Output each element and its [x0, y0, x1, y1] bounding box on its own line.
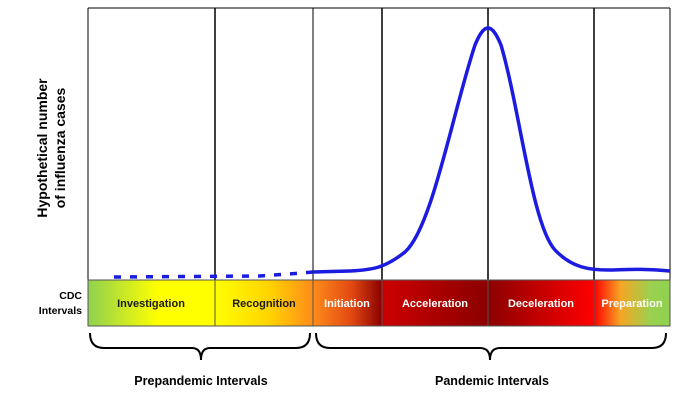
interval-label-initiation: Initiation	[324, 298, 370, 310]
prepandemic-group-label: Prepandemic Intervals	[134, 374, 267, 388]
interval-label-acceleration: Acceleration	[402, 298, 468, 310]
interval-bar-initiation	[313, 280, 382, 326]
prepandemic-brace	[89, 332, 311, 361]
interval-bar-outline	[87, 279, 671, 327]
interval-bar-recognition	[215, 280, 313, 326]
prepandemic-dashed-curve	[113, 270, 314, 279]
cdc-interval-bar	[87, 279, 671, 327]
pandemic-group-label: Pandemic Intervals	[435, 374, 549, 388]
pandemic-brace	[315, 332, 667, 361]
interval-bar-acceleration	[382, 280, 488, 326]
interval-label-deceleration: Deceleration	[508, 298, 574, 310]
interval-label-recognition: Recognition	[232, 298, 296, 310]
y-axis-label-line1: Hypothetical number	[34, 78, 50, 218]
cdc-label-line2: Intervals	[39, 305, 82, 317]
interval-bar-investigation	[88, 280, 215, 326]
interval-label-preparation: Preparation	[601, 298, 662, 310]
interval-label-investigation: Investigation	[117, 298, 185, 310]
y-axis-label-line2: of influenza cases	[52, 87, 68, 208]
interval-bar-deceleration	[488, 280, 594, 326]
epidemic-curve	[312, 26, 671, 274]
cdc-label-line1: CDC	[59, 290, 82, 302]
interval-bar-preparation	[594, 280, 670, 326]
